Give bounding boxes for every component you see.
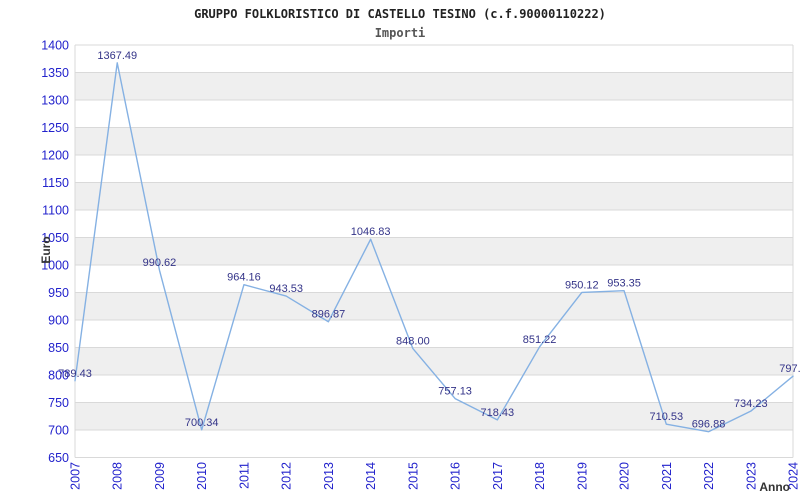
chart-subtitle: Importi xyxy=(374,26,426,40)
data-label: 950.12 xyxy=(565,279,599,291)
band xyxy=(75,402,793,430)
x-axis-title: Anno xyxy=(759,480,790,494)
data-label: 1046.83 xyxy=(351,226,391,238)
data-label: 896.87 xyxy=(312,309,346,321)
y-tick-label: 650 xyxy=(48,451,69,465)
y-tick-label: 1250 xyxy=(41,121,69,135)
y-tick-label: 1100 xyxy=(42,204,69,218)
x-tick-label: 2017 xyxy=(491,462,505,490)
data-label: 710.53 xyxy=(649,411,683,423)
data-label: 734.23 xyxy=(734,398,768,410)
y-tick-label: 800 xyxy=(48,369,69,383)
data-label: 700.34 xyxy=(185,417,219,429)
data-label: 718.43 xyxy=(481,407,515,419)
y-tick-label: 700 xyxy=(48,424,69,438)
y-tick-label: 1150 xyxy=(42,176,69,190)
x-tick-label: 2023 xyxy=(744,462,758,490)
y-tick-label: 950 xyxy=(48,286,69,300)
y-tick-label: 850 xyxy=(48,341,69,355)
x-tick-label: 2011 xyxy=(237,462,251,489)
x-tick-label: 2008 xyxy=(111,462,125,490)
x-tick-label: 2024 xyxy=(787,462,800,490)
x-tick-label: 2009 xyxy=(153,462,167,490)
x-tick-label: 2012 xyxy=(280,462,294,490)
line-series xyxy=(74,62,794,433)
y-tick-label: 750 xyxy=(48,396,69,410)
data-label: 1367.49 xyxy=(97,50,137,62)
y-tick-label: 1350 xyxy=(41,66,69,80)
x-tick-label: 2016 xyxy=(449,462,463,490)
x-tick-label: 2020 xyxy=(618,462,632,490)
data-label: 964.16 xyxy=(227,272,261,284)
data-label: 851.22 xyxy=(523,334,557,346)
y-axis-title: Euro xyxy=(39,236,53,263)
y-tick-label: 1200 xyxy=(41,149,69,163)
data-label: 696.88 xyxy=(692,419,726,431)
band xyxy=(75,72,793,100)
data-label: 943.53 xyxy=(269,283,303,295)
x-tick-label: 2021 xyxy=(660,462,674,490)
data-label: 757.13 xyxy=(438,386,472,398)
x-tick-label: 2019 xyxy=(575,462,589,490)
x-tick-label: 2007 xyxy=(69,462,83,490)
y-tick-label: 1400 xyxy=(41,39,69,53)
band xyxy=(75,182,793,210)
x-tick-label: 2015 xyxy=(406,462,420,490)
data-label: 953.35 xyxy=(607,278,641,290)
data-label: 797.9 xyxy=(779,363,800,375)
x-tick-label: 2018 xyxy=(533,462,547,490)
x-tick-label: 2014 xyxy=(364,462,378,490)
band xyxy=(75,127,793,155)
data-label: 848.00 xyxy=(396,336,430,348)
x-tick-label: 2010 xyxy=(195,462,209,490)
y-tick-label: 1300 xyxy=(41,94,69,108)
data-label: 789.43 xyxy=(58,368,92,380)
band xyxy=(75,292,793,320)
band xyxy=(75,237,793,265)
y-tick-label: 1000 xyxy=(41,259,69,273)
x-tick-label: 2013 xyxy=(322,462,336,490)
data-label: 990.62 xyxy=(143,257,177,269)
x-tick-label: 2022 xyxy=(702,462,716,490)
y-tick-label: 900 xyxy=(48,314,69,328)
band xyxy=(75,347,793,375)
y-tick-label: 1050 xyxy=(41,231,69,245)
chart-title: GRUPPO FOLKLORISTICO DI CASTELLO TESINO … xyxy=(194,7,606,21)
